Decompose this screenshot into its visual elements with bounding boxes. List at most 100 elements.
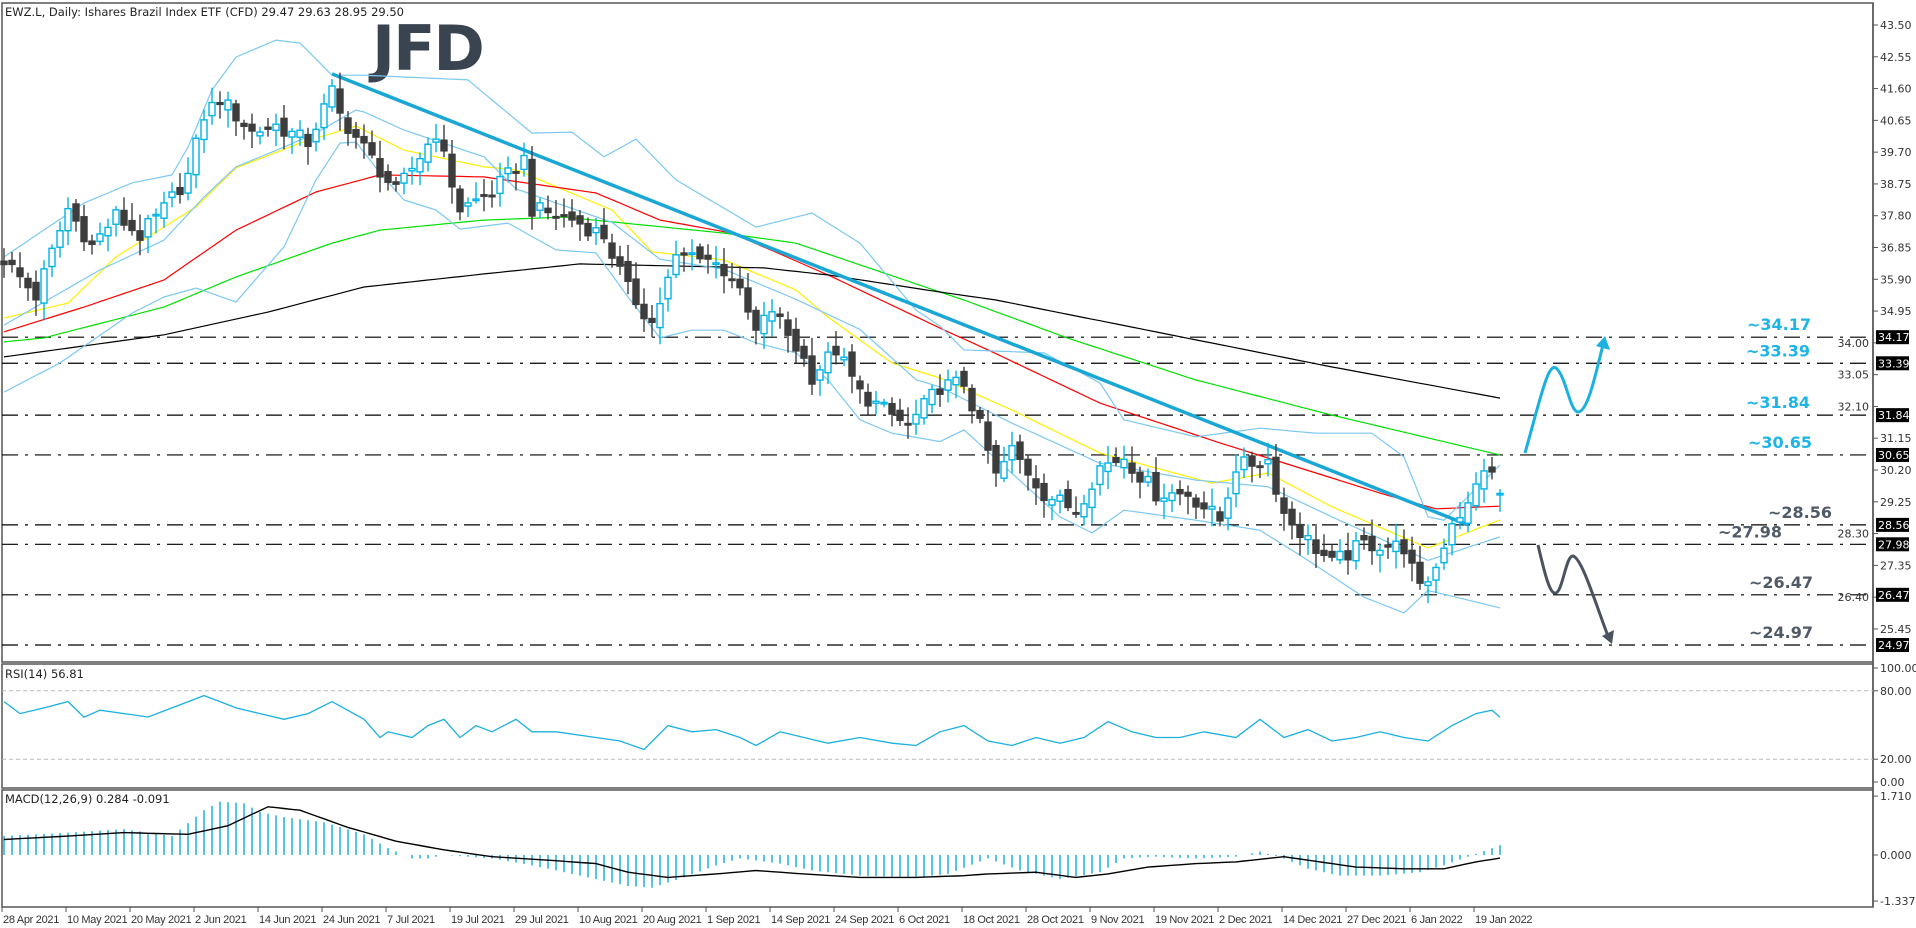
candle [448,139,456,204]
candle [120,197,128,231]
level-label: ~28.56 [1768,503,1832,522]
candle [480,179,488,212]
macd-header: MACD(12,26,9) 0.284 -0.091 [5,792,170,806]
candle [752,306,760,345]
candle-body [488,194,496,198]
candle [288,127,296,155]
level-price-value: 30.65 [1878,449,1910,462]
candle [888,397,896,427]
candle-body [744,287,752,313]
candle-body [800,345,808,359]
level-price-box [1876,537,1909,552]
candle-body [1136,471,1144,483]
level-price-box [1876,517,1909,532]
candle-body [928,388,936,406]
candle-body [344,117,352,134]
macd-panel [1,789,1874,908]
candle-body [856,380,864,390]
price-tick-label: 42.55 [1880,51,1912,64]
candle-body [1496,492,1504,496]
candle-body [880,401,888,405]
date-tick-label: 24 Jun 2021 [323,914,380,926]
candle [0,248,8,278]
price-tick-label: 26.40 [1838,591,1870,604]
macd-tick-label: 1.710 [1880,790,1912,803]
candle-body [1480,470,1488,490]
level-price-box [1876,356,1909,371]
level-price-value: 28.56 [1878,519,1910,532]
date-tick-label: 6 Oct 2021 [899,914,950,926]
candle-body [1424,581,1432,587]
candle-body [104,226,112,237]
candle [632,262,640,309]
candle [664,269,672,312]
candle-body [592,227,600,234]
candle-body [736,278,744,289]
candle-body [672,254,680,276]
candle [168,182,176,208]
candle-body [1248,455,1256,467]
candle-body [1240,456,1248,471]
candle [440,124,448,158]
candle [352,121,360,149]
candle [1192,494,1200,519]
level-label: ~33.39 [1746,341,1810,360]
candle-body [1288,508,1296,526]
candle [952,370,960,399]
candle [1160,483,1168,519]
candle-body [792,328,800,352]
rsi-tick-label: 0.00 [1880,776,1905,789]
candle-body [864,391,872,407]
candle [16,252,24,289]
candle-body [1232,471,1240,495]
candle [1480,458,1488,503]
candle [880,398,888,408]
candle-body [80,216,88,243]
candle-body [480,194,488,197]
candle [1016,434,1024,474]
candle-body [416,157,424,173]
candle-body [568,211,576,221]
candle-body [1256,465,1264,469]
candle-body [256,131,264,137]
candle [64,197,72,246]
candle [1296,512,1304,556]
candle [1416,545,1424,590]
candle [1200,491,1208,519]
candle [376,140,384,193]
candle-body [1312,539,1320,554]
candle-body [920,398,928,419]
candle [1072,496,1080,518]
candle-body [1056,494,1064,502]
candle [1376,543,1384,573]
date-tick-label: 24 Sep 2021 [835,914,894,926]
candle-body [608,242,616,259]
candle-body [944,379,952,391]
level-label: ~34.17 [1747,315,1811,334]
candle [864,383,872,415]
candle-body [808,355,816,385]
candle-body [1432,566,1440,581]
candle-body [296,129,304,138]
candle [808,337,816,395]
candle [984,410,992,464]
level-price-box [1876,408,1909,423]
candle-body [528,158,536,217]
date-tick-label: 20 May 2021 [131,914,191,926]
candle [1472,472,1480,511]
candle [1336,539,1344,565]
candle [1240,447,1248,479]
scenario-arrows [1523,336,1614,644]
candle-body [712,262,720,266]
candle-body [456,188,464,213]
candle-body [560,214,568,217]
candle-body [816,369,824,381]
candle-body [120,209,128,226]
candle-body [1472,483,1480,507]
level-price-value: 34.17 [1878,331,1910,344]
candle [1152,457,1160,506]
candle-body [1024,458,1032,476]
candle [400,167,408,195]
candle [48,244,56,277]
